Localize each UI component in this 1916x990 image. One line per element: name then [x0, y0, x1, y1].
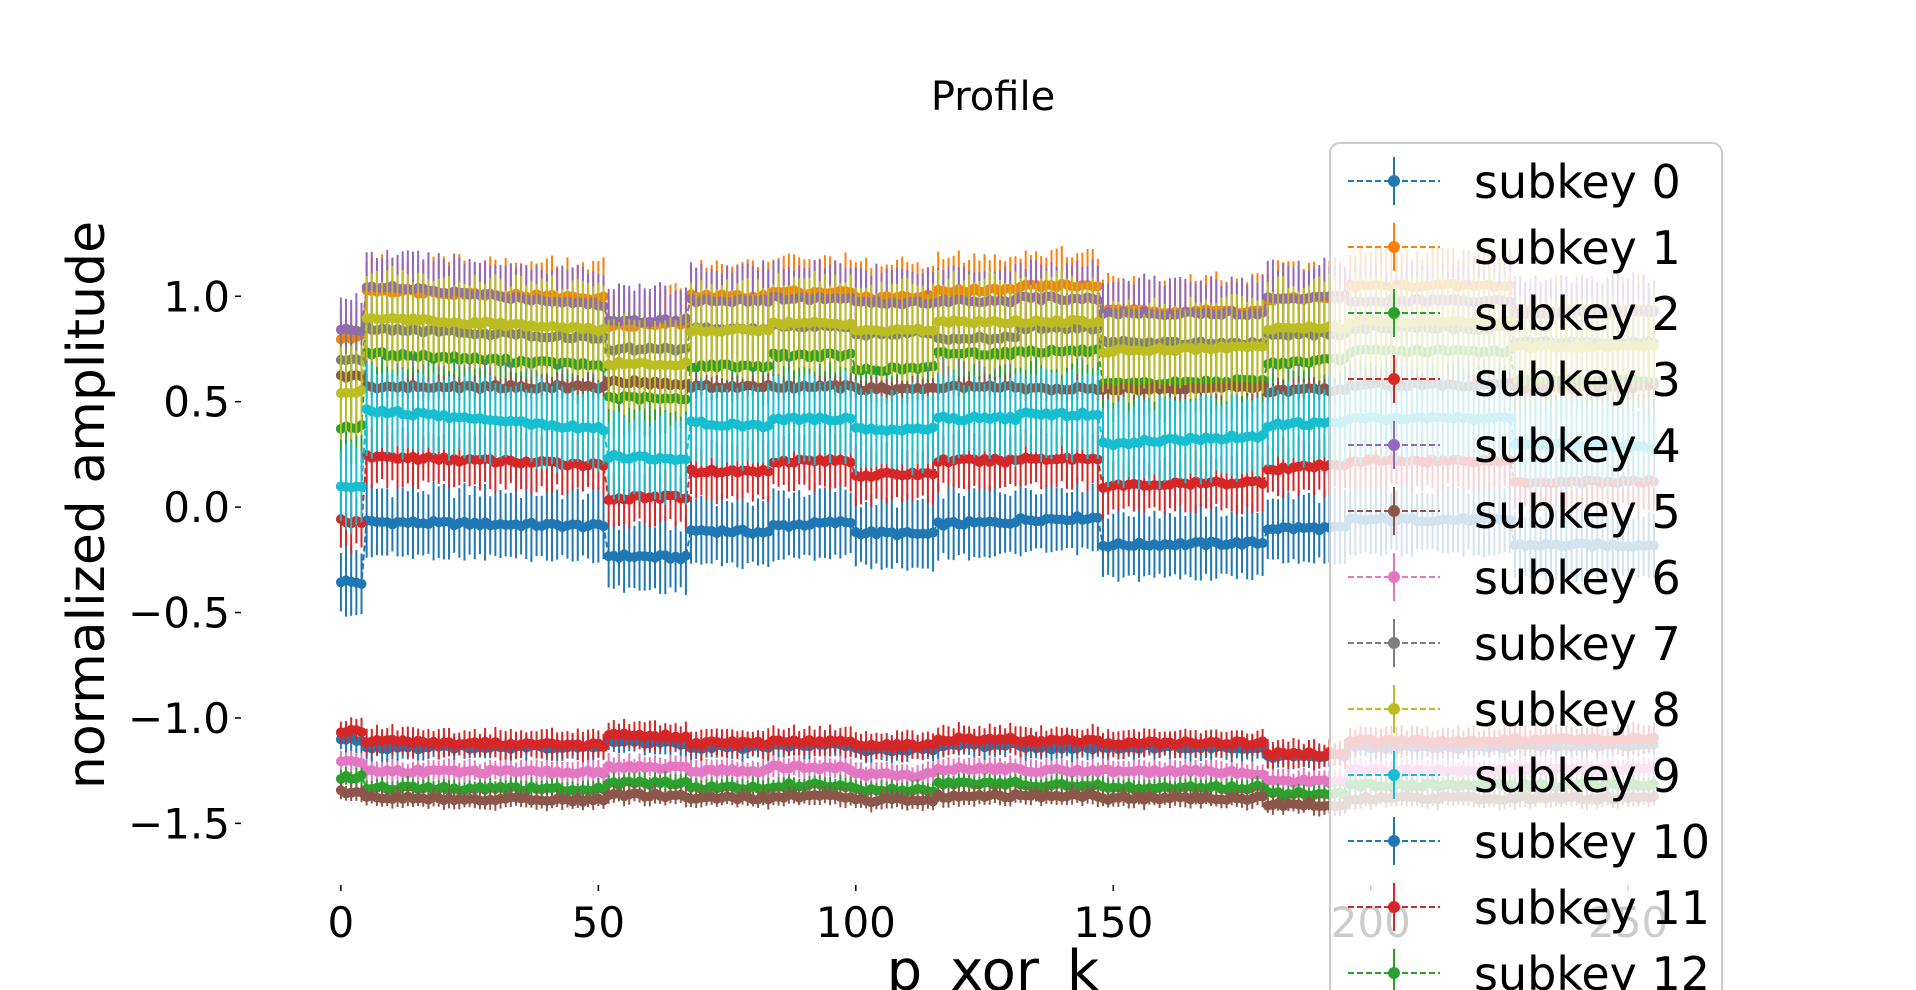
y-tick-label: 0.0 — [163, 483, 230, 532]
y-tick-label: 1.0 — [163, 272, 230, 321]
chart-title: Profile — [931, 74, 1055, 120]
data-point — [1257, 341, 1268, 352]
data-point — [1092, 512, 1103, 523]
data-point — [928, 325, 939, 336]
data-point — [598, 323, 609, 334]
data-point — [598, 768, 609, 779]
data-point — [1257, 538, 1268, 549]
data-point — [928, 469, 939, 480]
data-point — [1092, 316, 1103, 327]
data-point — [1092, 454, 1103, 465]
x-tick-label: 0 — [328, 898, 355, 947]
y-tick-label: −0.5 — [128, 589, 230, 638]
y-axis-label: normalized amplitude — [57, 221, 117, 789]
y-tick-label: 0.5 — [163, 378, 230, 427]
data-point — [845, 318, 856, 329]
x-tick-label: 50 — [572, 898, 625, 947]
y-tick-label: −1.5 — [128, 799, 230, 848]
data-point — [356, 757, 367, 768]
data-point — [680, 550, 691, 561]
data-point — [680, 454, 691, 465]
data-point — [356, 518, 367, 529]
y-tick-label: −1.0 — [128, 694, 230, 743]
data-point — [680, 356, 691, 367]
data-point — [928, 527, 939, 538]
data-point — [356, 385, 367, 396]
data-point — [598, 425, 609, 436]
x-tick-label: 100 — [816, 898, 896, 947]
data-point — [845, 517, 856, 528]
data-point — [356, 578, 367, 589]
data-point — [356, 481, 367, 492]
data-point — [845, 457, 856, 468]
data-point — [598, 521, 609, 532]
x-tick-label: 150 — [1073, 898, 1153, 947]
data-point — [763, 466, 774, 477]
data-point — [598, 460, 609, 471]
data-point — [763, 325, 774, 336]
data-point — [1257, 478, 1268, 489]
